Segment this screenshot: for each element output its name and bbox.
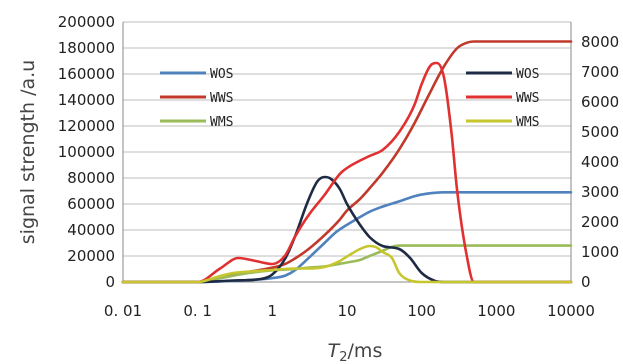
y-left-tick-label: 20000	[67, 247, 115, 265]
series-line-wos-right	[121, 175, 573, 284]
legend-label-wms-left: WMS	[210, 115, 233, 130]
y-left-tick-label: 200000	[58, 13, 115, 31]
series-line-wms-right	[121, 244, 573, 284]
legend-label-wws-left: WWS	[210, 91, 233, 106]
y-right-tick-label: 0	[581, 273, 591, 291]
x-tick-label: 100	[407, 302, 436, 320]
y-left-tick-label: 160000	[58, 65, 115, 83]
x-tick-label: 0. 01	[104, 302, 142, 320]
series-line-wws-right	[121, 61, 573, 284]
y-right-tick-label: 1000	[581, 243, 619, 261]
series-line-wms-left	[121, 244, 573, 284]
x-axis-title-var: T	[328, 340, 341, 362]
y-left-tick-label: 120000	[58, 117, 115, 135]
gridlines	[123, 21, 571, 257]
x-axis-title: T2/ms	[328, 340, 383, 364]
y-left-tick-label: 40000	[67, 221, 115, 239]
x-tick-label: 1000	[477, 302, 515, 320]
y-right-tick-label: 6000	[581, 93, 619, 111]
y-left-tick-label: 180000	[58, 39, 115, 57]
y-left-tick-label: 100000	[58, 143, 115, 161]
x-tick-label: 10	[337, 302, 356, 320]
y-right-tick-label: 3000	[581, 183, 619, 201]
y-axis-title: signal strength /a.u	[17, 60, 39, 244]
y-left-tick-label: 80000	[67, 169, 115, 187]
y-right-tick-label: 4000	[581, 153, 619, 171]
x-tick-label: 10000	[547, 302, 595, 320]
legends: WOS WWS WMS WOS WWS WMS	[160, 67, 539, 130]
y-left-tick-label: 0	[105, 273, 115, 291]
x-tick-label: 1	[268, 302, 278, 320]
legend-label-wws-right: WWS	[516, 91, 539, 106]
legend-label-wos-right: WOS	[516, 67, 539, 82]
series-lines	[121, 40, 573, 284]
y-right-tick-label: 2000	[581, 213, 619, 231]
y-left-tick-label: 60000	[67, 195, 115, 213]
x-tick-label: 0. 1	[183, 302, 212, 320]
legend-label-wms-right: WMS	[516, 115, 539, 130]
tick-labels: 0200004000060000800001000001200001400001…	[58, 13, 619, 320]
y-right-tick-label: 5000	[581, 123, 619, 141]
y-right-tick-label: 7000	[581, 63, 619, 81]
legend-label-wos-left: WOS	[210, 67, 233, 82]
y-right-tick-label: 8000	[581, 33, 619, 51]
x-axis-title-unit: /ms	[348, 340, 383, 362]
y-left-tick-label: 140000	[58, 91, 115, 109]
x-axis-title-sub: 2	[339, 350, 347, 364]
